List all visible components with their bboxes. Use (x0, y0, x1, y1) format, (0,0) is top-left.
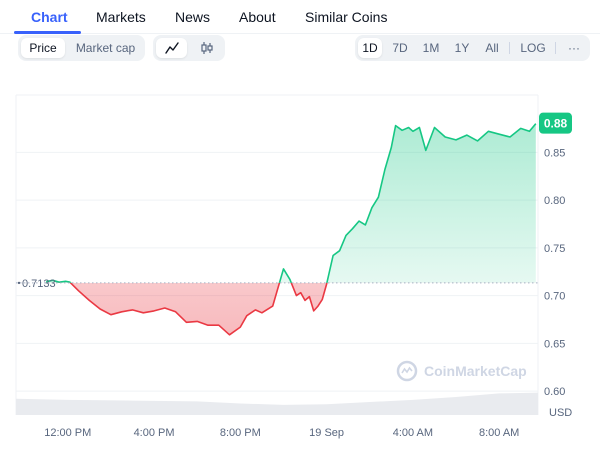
gain-area (46, 123, 536, 283)
volume-shape (16, 392, 538, 415)
price-area (46, 123, 536, 335)
price-button[interactable]: Price (21, 38, 65, 58)
range-all-button[interactable]: All (485, 41, 499, 55)
loss-area (46, 282, 536, 335)
more-options-button[interactable]: ··· (568, 41, 580, 55)
y-tick-label: 0.80 (544, 195, 565, 207)
coinmarketcap-logo-mark (401, 366, 413, 374)
current-price-label: 0.88 (544, 117, 568, 131)
coinmarketcap-logo-icon (396, 360, 418, 382)
y-unit-label: USD (549, 407, 572, 419)
watermark-text: CoinMarketCap (424, 363, 527, 379)
x-tick-label: 4:00 AM (393, 427, 433, 439)
tab-bar: Chart Markets News About Similar Coins (0, 0, 600, 34)
range-1d-button[interactable]: 1D (358, 38, 382, 58)
reference-price-dot (17, 281, 21, 285)
y-tick-label: 0.75 (544, 243, 565, 255)
coinmarketcap-watermark: CoinMarketCap (396, 360, 527, 382)
tab-news[interactable]: News (175, 9, 211, 25)
line-chart-icon (164, 42, 179, 54)
line-chart-button[interactable] (156, 38, 187, 58)
candlestick-chart-button[interactable] (191, 38, 222, 58)
x-tick-label: 8:00 AM (479, 427, 519, 439)
range-7d-button[interactable]: 7D (392, 41, 408, 55)
metric-toggle: Price Market cap (18, 35, 145, 61)
market-cap-button[interactable]: Market cap (75, 41, 136, 55)
y-tick-label: 0.70 (544, 291, 565, 303)
current-price-badge (539, 112, 572, 134)
range-divider (555, 42, 556, 54)
chart-grid (15, 94, 539, 415)
price-line-down (58, 282, 328, 336)
x-tick-label: 4:00 PM (134, 427, 175, 439)
y-tick-label: 0.85 (544, 147, 565, 159)
chart-type-toggle (153, 35, 225, 61)
y-tick-label: 0.65 (544, 338, 565, 350)
price-line (46, 123, 537, 336)
reference-price-label: 0.7133 (22, 278, 56, 290)
x-tick-label: 8:00 PM (220, 427, 261, 439)
candlestick-icon (200, 42, 213, 54)
log-scale-button[interactable]: LOG (520, 41, 546, 55)
x-tick-label: 19 Sep (309, 427, 344, 439)
range-1y-button[interactable]: 1Y (454, 41, 470, 55)
volume-area (16, 392, 538, 415)
price-chart[interactable]: 0.7133 0.88 0.85 0.80 0.75 0.70 0.65 0.60 USD 12… (0, 60, 600, 460)
reference-line: 0.7133 0.88 (16, 112, 572, 290)
active-tab-indicator (14, 31, 81, 34)
tab-chart[interactable]: Chart (31, 9, 68, 25)
range-1m-button[interactable]: 1M (422, 41, 440, 55)
range-divider (509, 42, 510, 54)
tab-similar-coins[interactable]: Similar Coins (305, 9, 388, 25)
y-tick-label: 0.60 (544, 386, 565, 398)
price-line-up (46, 123, 537, 283)
range-selector: 1D 7D 1M 1Y All LOG ··· (355, 35, 590, 61)
axes: 0.85 0.80 0.75 0.70 0.65 0.60 USD 12:00 PM 4:00 … (44, 147, 572, 439)
tab-markets[interactable]: Markets (96, 9, 146, 25)
x-tick-label: 12:00 PM (44, 427, 91, 439)
tab-about[interactable]: About (239, 9, 276, 25)
